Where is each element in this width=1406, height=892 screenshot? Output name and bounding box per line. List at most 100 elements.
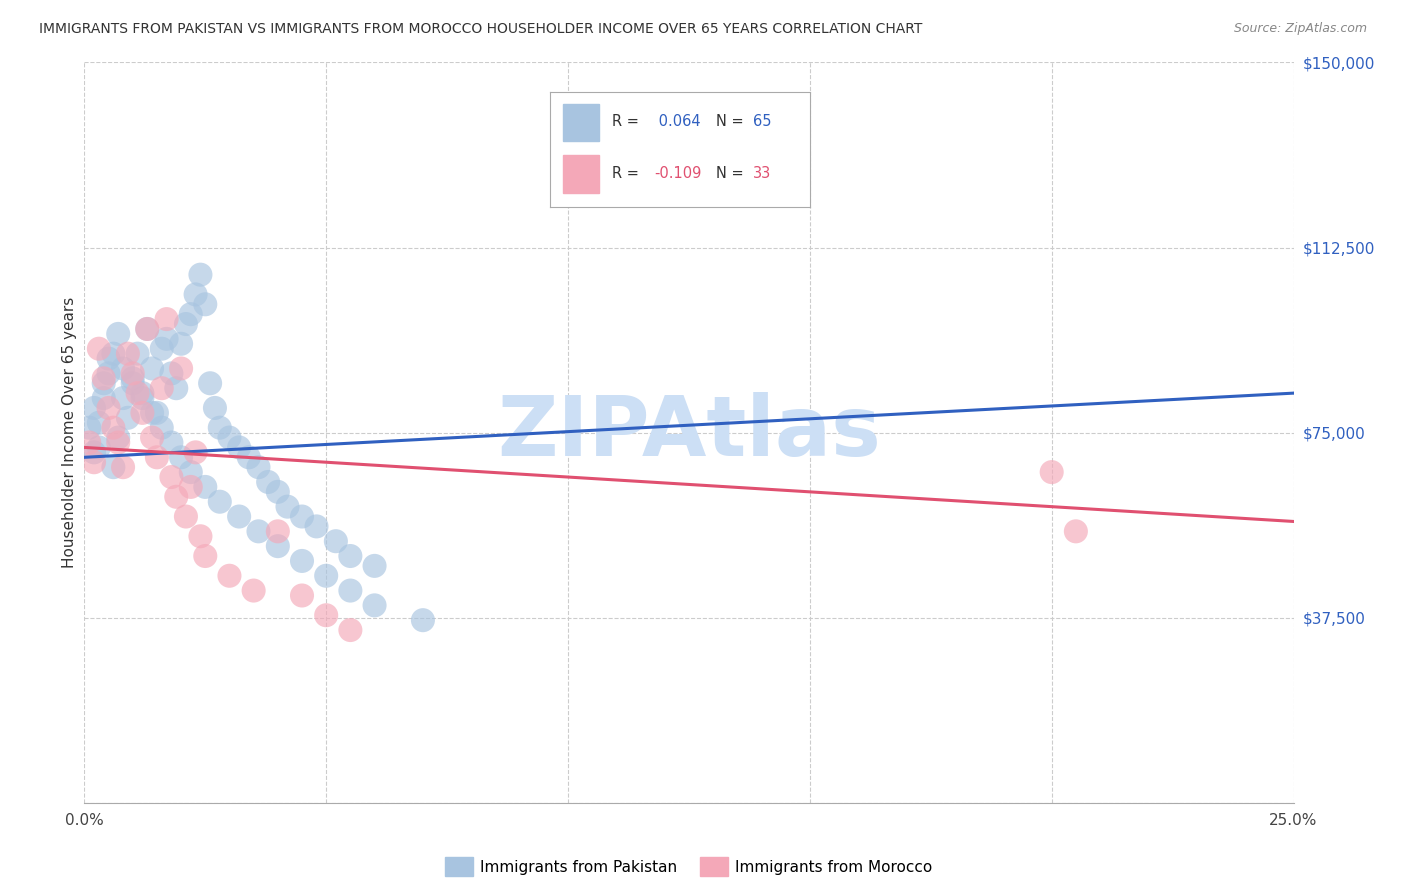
Point <box>141 406 163 420</box>
Point <box>77 435 100 450</box>
Point <box>174 509 197 524</box>
Point <box>1064 524 1087 539</box>
Point <box>218 568 240 582</box>
Point <box>198 376 221 391</box>
Point <box>291 554 314 568</box>
Point <box>184 287 207 301</box>
Point <box>180 465 202 479</box>
Point <box>363 558 385 573</box>
Point <box>131 386 153 401</box>
Point <box>103 420 125 434</box>
Point <box>150 342 173 356</box>
Point <box>412 613 434 627</box>
Point <box>107 326 129 341</box>
Point <box>155 312 177 326</box>
Point <box>315 568 337 582</box>
Point <box>83 445 105 459</box>
Point <box>93 371 115 385</box>
Point <box>267 524 290 539</box>
Point <box>146 450 169 465</box>
Point <box>208 420 231 434</box>
Legend: Immigrants from Pakistan, Immigrants from Morocco: Immigrants from Pakistan, Immigrants fro… <box>439 851 939 882</box>
Point <box>103 346 125 360</box>
Point <box>141 361 163 376</box>
Point <box>557 154 579 169</box>
Point <box>257 475 280 489</box>
Y-axis label: Householder Income Over 65 years: Householder Income Over 65 years <box>62 297 77 568</box>
Point <box>363 599 385 613</box>
Point <box>112 361 135 376</box>
Point <box>190 529 212 543</box>
Point <box>190 268 212 282</box>
Point <box>165 381 187 395</box>
Point <box>276 500 298 514</box>
Point <box>83 455 105 469</box>
Point <box>218 431 240 445</box>
Point <box>93 376 115 391</box>
Point <box>83 401 105 415</box>
Point <box>208 494 231 508</box>
Point <box>180 307 202 321</box>
Point <box>194 480 217 494</box>
Point <box>112 391 135 405</box>
Point <box>170 450 193 465</box>
Point <box>121 367 143 381</box>
Text: ZIPAtlas: ZIPAtlas <box>496 392 882 473</box>
Point <box>136 322 159 336</box>
Point <box>339 623 361 637</box>
Point <box>228 441 250 455</box>
Point <box>242 583 264 598</box>
Point <box>103 460 125 475</box>
Point <box>228 509 250 524</box>
Point <box>112 460 135 475</box>
Point <box>97 401 120 415</box>
Point <box>160 435 183 450</box>
Point <box>180 480 202 494</box>
Point <box>136 322 159 336</box>
Point <box>117 346 139 360</box>
Text: IMMIGRANTS FROM PAKISTAN VS IMMIGRANTS FROM MOROCCO HOUSEHOLDER INCOME OVER 65 Y: IMMIGRANTS FROM PAKISTAN VS IMMIGRANTS F… <box>39 22 922 37</box>
Point <box>194 297 217 311</box>
Point <box>87 342 110 356</box>
Point <box>150 420 173 434</box>
Point <box>291 589 314 603</box>
Point <box>117 410 139 425</box>
Point <box>238 450 260 465</box>
Point <box>160 367 183 381</box>
Point <box>155 332 177 346</box>
Point <box>87 441 110 455</box>
Point <box>1040 465 1063 479</box>
Point <box>247 524 270 539</box>
Point <box>160 470 183 484</box>
Point <box>87 416 110 430</box>
Point <box>165 490 187 504</box>
Point <box>174 317 197 331</box>
Point <box>127 386 149 401</box>
Point <box>247 460 270 475</box>
Point <box>131 406 153 420</box>
Point <box>170 336 193 351</box>
Point <box>107 435 129 450</box>
Point <box>97 367 120 381</box>
Point <box>77 420 100 434</box>
Point <box>127 346 149 360</box>
Point <box>150 381 173 395</box>
Point <box>267 484 290 499</box>
Point <box>204 401 226 415</box>
Point <box>315 608 337 623</box>
Text: Source: ZipAtlas.com: Source: ZipAtlas.com <box>1233 22 1367 36</box>
Point <box>97 351 120 366</box>
Point <box>93 391 115 405</box>
Point <box>121 371 143 385</box>
Point <box>305 519 328 533</box>
Point <box>339 549 361 563</box>
Point <box>291 509 314 524</box>
Point <box>121 376 143 391</box>
Point <box>131 391 153 405</box>
Point <box>325 534 347 549</box>
Point <box>141 431 163 445</box>
Point <box>170 361 193 376</box>
Point <box>339 583 361 598</box>
Point <box>146 406 169 420</box>
Point <box>267 539 290 553</box>
